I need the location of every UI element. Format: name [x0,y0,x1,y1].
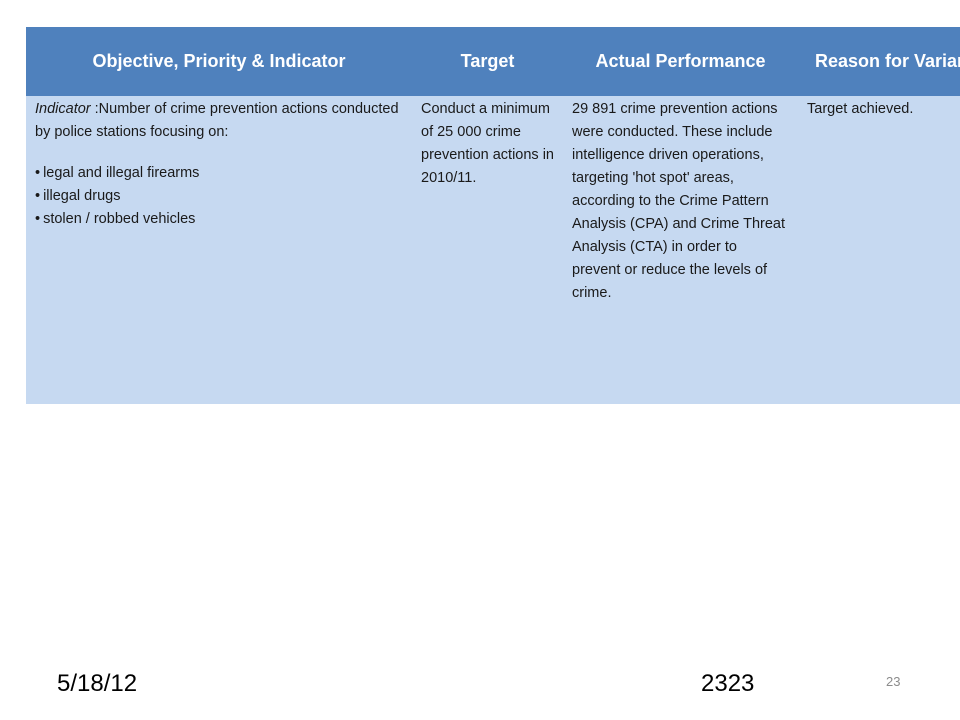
performance-table: Objective, Priority & Indicator Target A… [26,27,960,404]
header-reason-for-variance: Reason for Variance [814,51,960,71]
cell-actual-performance: 29 891 crime prevention actions were con… [572,101,786,301]
slide-number: 23 [886,674,901,689]
indicator-text: :Number of crime prevention actions cond… [35,101,399,140]
bullet-item: stolen / robbed vehicles [35,208,403,231]
cell-reason-for-variance: Target achieved. [807,101,914,117]
header-actual-performance: Actual Performance [595,51,766,71]
indicator-label: Indicator [35,101,91,117]
table-header-row: Objective, Priority & Indicator Target A… [26,27,960,96]
indicator-paragraph: Indicator :Number of crime prevention ac… [35,98,403,144]
bullet-item: legal and illegal firearms [35,162,403,185]
header-objective: Objective, Priority & Indicator [92,51,346,71]
bullet-item: illegal drugs [35,185,403,208]
cell-objective: Indicator :Number of crime prevention ac… [26,96,412,404]
footer-date: 5/18/12 [57,670,138,697]
indicator-bullet-list: legal and illegal firearms illegal drugs… [35,162,403,231]
cell-target: Conduct a minimum of 25 000 crime preven… [421,101,554,186]
table-row: Indicator :Number of crime prevention ac… [26,96,960,404]
header-target: Target [460,51,515,71]
footer-center-text: 2323 [701,670,755,697]
